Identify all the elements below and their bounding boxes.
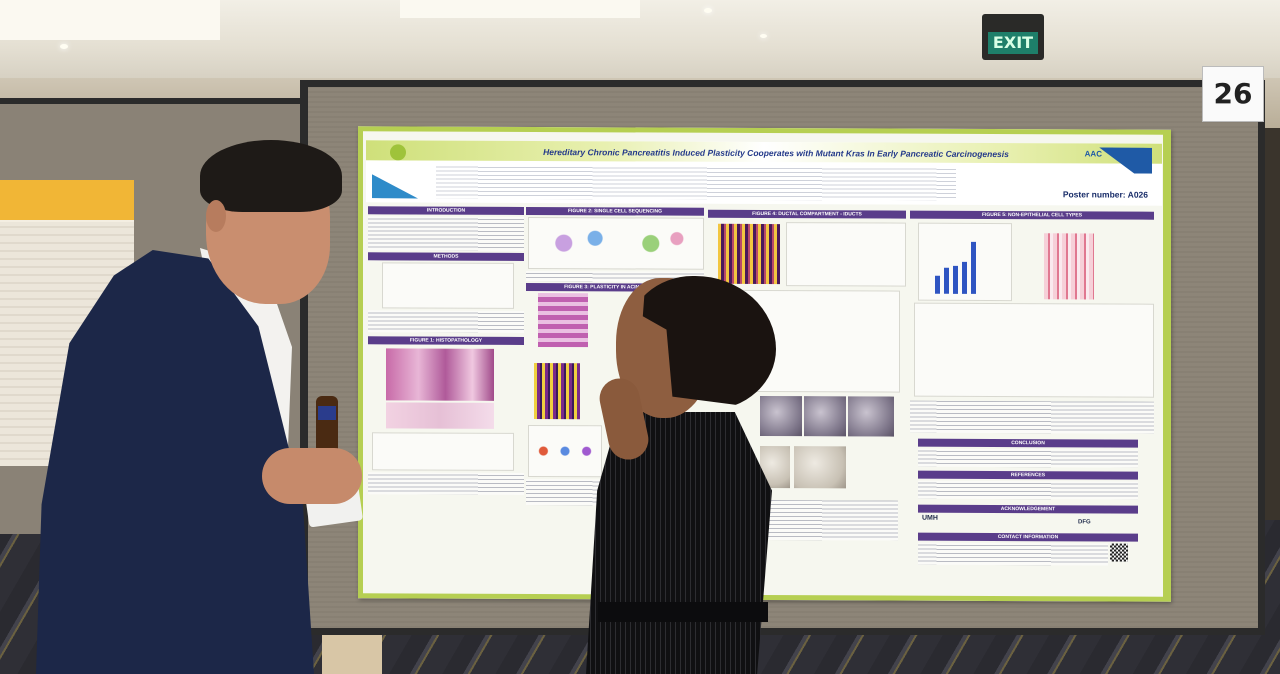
feature-plots-grid — [914, 302, 1154, 398]
man-hand — [262, 448, 362, 504]
section-methods: METHODS — [368, 252, 524, 261]
violin-plots — [528, 424, 602, 478]
interaction-heatmap — [1044, 233, 1094, 300]
umh-logo: UMH — [922, 514, 938, 522]
bar — [944, 267, 949, 294]
aacr-logo-text: AAC — [1084, 149, 1102, 159]
plasticity-heatmap — [538, 293, 588, 348]
board-number-26: 26 — [1202, 66, 1264, 122]
tissue-image-kc — [804, 396, 846, 437]
section-contact: CONTACT INFORMATION — [918, 532, 1138, 542]
qr-code — [1110, 543, 1128, 562]
ceiling-light — [704, 8, 712, 13]
bottle-label — [318, 406, 336, 420]
umap-plots — [528, 216, 704, 270]
neighbor-poster-header — [0, 180, 134, 220]
section-figure4: FIGURE 4: DUCTAL COMPARTMENT - IDUCTS — [708, 209, 906, 219]
bar — [971, 241, 976, 294]
figure4-caption — [758, 499, 898, 541]
tissue-image-kc-cpa1-light — [794, 446, 846, 489]
dfg-logo: DFG — [1078, 519, 1091, 526]
section-acknowledgement: ACKNOWLEDGEMENT — [918, 504, 1138, 514]
section-figure5: FIGURE 5: NON-EPITHELIAL CELL TYPES — [910, 210, 1154, 220]
bar — [953, 265, 958, 294]
ceiling-light — [760, 34, 767, 38]
histology-images-lower — [386, 402, 494, 429]
methods-text — [368, 310, 524, 333]
exit-sign: EXIT — [982, 14, 1044, 60]
cell-type-bar-chart — [918, 222, 1012, 302]
expression-heatmap — [534, 362, 580, 420]
ceiling — [0, 0, 1280, 80]
ductal-expression-plots — [786, 222, 906, 287]
exit-sign-text: EXIT — [988, 32, 1038, 54]
figure5-caption — [910, 400, 1154, 434]
ukh-logo — [390, 144, 406, 161]
poster-header: Hereditary Chronic Pancreatitis Induced … — [366, 140, 1162, 206]
bar — [935, 275, 940, 294]
poster-number: Poster number: A026 — [1062, 189, 1148, 200]
figure1-caption — [368, 472, 524, 495]
section-introduction: INTRODUCTION — [368, 206, 524, 215]
ceiling-light — [60, 44, 68, 49]
section-figure2: FIGURE 2: SINGLE CELL SEQUENCING — [526, 206, 704, 216]
ceiling-light-panel — [0, 0, 220, 40]
man-hair — [200, 140, 342, 212]
tissue-image-kc-cpa1 — [848, 396, 894, 437]
section-references: REFERENCES — [918, 470, 1138, 480]
woman-belt — [598, 602, 768, 622]
bar — [962, 261, 967, 294]
ductal-heatmap — [718, 223, 780, 285]
introduction-text — [368, 216, 524, 251]
section-figure1: FIGURE 1: HISTOPATHOLOGY — [368, 336, 524, 345]
tissue-image-cpa1 — [760, 395, 802, 437]
section-conclusion: CONCLUSION — [918, 438, 1138, 448]
ceiling-light-panel — [400, 0, 640, 18]
contact-text — [918, 542, 1108, 566]
bar-chart-bars — [935, 234, 995, 294]
conclusion-text — [918, 448, 1138, 468]
institution-logo — [372, 158, 418, 198]
histology-quantification — [372, 432, 514, 471]
references-text — [918, 480, 1138, 500]
man-ear — [206, 200, 226, 232]
histology-images — [386, 348, 494, 401]
poster-authors — [436, 164, 956, 201]
methods-diagram — [382, 262, 514, 309]
